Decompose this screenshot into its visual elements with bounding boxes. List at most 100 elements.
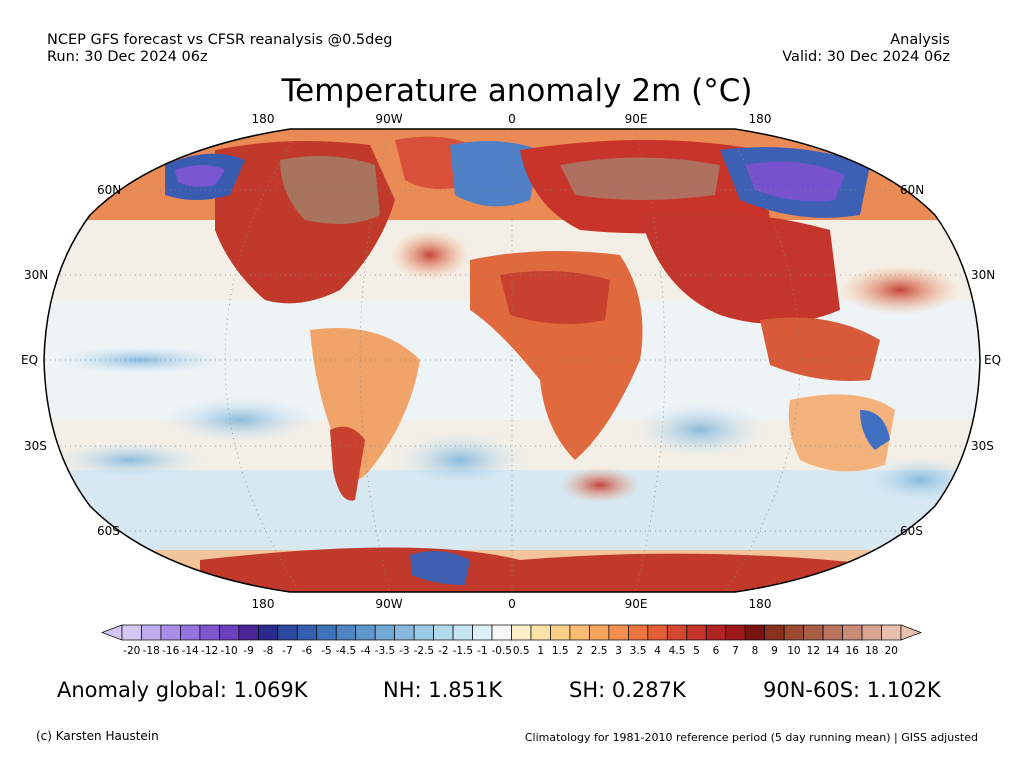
colorbar-swatch bbox=[511, 624, 532, 641]
colorbar-swatch bbox=[686, 624, 707, 641]
colorbar-max-arrow bbox=[900, 624, 922, 641]
valid-time: Valid: 30 Dec 2024 06z bbox=[782, 49, 950, 65]
colorbar-swatch bbox=[394, 624, 415, 641]
colorbar-tick-label: 2.5 bbox=[590, 645, 608, 657]
colorbar-swatch bbox=[121, 624, 142, 641]
lat-tick-right-30s: 30S bbox=[971, 439, 994, 453]
lon-tick-bottom-180w: 180 bbox=[251, 597, 275, 611]
colorbar-tick-label: -0.5 bbox=[491, 645, 513, 657]
colorbar-swatch bbox=[374, 624, 395, 641]
climatology-note: Climatology for 1981-2010 reference peri… bbox=[524, 731, 978, 744]
colorbar-swatch bbox=[550, 624, 571, 641]
credit: (c) Karsten Haustein bbox=[36, 729, 159, 743]
lat-tick-left-30n: 30N bbox=[24, 268, 49, 282]
lon-tick-bottom-180e: 180 bbox=[748, 597, 772, 611]
colorbar-swatch bbox=[257, 624, 279, 641]
colorbar-swatch bbox=[199, 624, 220, 641]
lat-tick-right-eq: EQ bbox=[984, 353, 1002, 367]
lat-tick-left-eq: EQ bbox=[21, 353, 39, 367]
model-description: NCEP GFS forecast vs CFSR reanalysis @0.… bbox=[47, 32, 393, 48]
colorbar-swatch bbox=[335, 624, 357, 641]
colorbar-tick-label: -10 bbox=[220, 645, 238, 657]
colorbar-tick-label: -8 bbox=[262, 645, 274, 657]
colorbar-tick-label: 3.5 bbox=[629, 645, 647, 657]
colorbar-tick-label: 10 bbox=[787, 645, 801, 657]
lon-tick-top-180w: 180 bbox=[251, 112, 275, 126]
colorbar-tick-label: 20 bbox=[884, 645, 898, 657]
colorbar-tick-label: 16 bbox=[845, 645, 859, 657]
lon-tick-top-90e: 90E bbox=[624, 112, 648, 126]
lat-tick-left-60s: 60S bbox=[97, 524, 120, 538]
run-time: Run: 30 Dec 2024 06z bbox=[47, 49, 208, 65]
colorbar-tick-label: -5 bbox=[321, 645, 332, 657]
colorbar-tick-label: 14 bbox=[826, 645, 840, 657]
colorbar-swatch bbox=[316, 624, 337, 641]
colorbar-swatch bbox=[530, 624, 551, 641]
colorbar-swatch bbox=[296, 624, 318, 641]
colorbar-swatch bbox=[861, 624, 882, 641]
colorbar-tick-label: -1 bbox=[477, 645, 488, 657]
colorbar-tick-label: 0.5 bbox=[512, 645, 530, 657]
colorbar-swatch bbox=[238, 624, 259, 641]
colorbar-swatch bbox=[608, 624, 629, 641]
analysis-label: Analysis bbox=[890, 32, 950, 48]
colorbar-swatch bbox=[783, 624, 804, 641]
anomaly-global: Anomaly global: 1.069K bbox=[57, 678, 308, 702]
colorbar-tick-label: 3 bbox=[615, 645, 622, 657]
colorbar-tick-label: -4 bbox=[360, 645, 371, 657]
anomaly-sh: SH: 0.287K bbox=[569, 678, 686, 702]
lon-tick-top-180e: 180 bbox=[748, 112, 772, 126]
lon-tick-top-90w: 90W bbox=[375, 112, 403, 126]
map-title: Temperature anomaly 2m (°C) bbox=[281, 73, 753, 109]
colorbar-tick-label: -16 bbox=[162, 645, 180, 657]
lat-tick-right-30n: 30N bbox=[971, 268, 996, 282]
colorbar-tick-label: -7 bbox=[282, 645, 293, 657]
colorbar-swatch bbox=[666, 624, 688, 641]
colorbar-swatch bbox=[569, 624, 590, 641]
colorbar-tick-label: 9 bbox=[771, 645, 778, 657]
colorbar-swatch bbox=[647, 624, 668, 641]
colorbar-swatch bbox=[160, 624, 181, 641]
lon-tick-bottom-90w: 90W bbox=[375, 597, 403, 611]
colorbar-tick-label: -3 bbox=[399, 645, 410, 657]
colorbar-tick-label: -1.5 bbox=[452, 645, 474, 657]
colorbar-swatch bbox=[180, 624, 201, 641]
colorbar-tick-label: 6 bbox=[712, 645, 720, 657]
colorbar-tick-label: 1.5 bbox=[551, 645, 569, 657]
colorbar-tick-label: 4 bbox=[654, 645, 661, 657]
colorbar-tick-label: -20 bbox=[123, 645, 141, 657]
lat-tick-left-30s: 30S bbox=[24, 439, 47, 453]
colorbar-tick-label: -2.5 bbox=[413, 645, 435, 657]
colorbar-tick-label: 7 bbox=[732, 645, 739, 657]
colorbar-swatch bbox=[472, 624, 493, 641]
anomaly-90n-60s: 90N-60S: 1.102K bbox=[763, 678, 941, 702]
lat-tick-left-60n: 60N bbox=[97, 183, 122, 197]
anomaly-nh: NH: 1.851K bbox=[383, 678, 503, 702]
colorbar-tick-label: -2 bbox=[438, 645, 449, 657]
lon-tick-bottom-90e: 90E bbox=[624, 597, 648, 611]
colorbar-swatch bbox=[822, 624, 843, 641]
colorbar-tick-label: -12 bbox=[201, 645, 219, 657]
colorbar-swatch bbox=[413, 624, 434, 641]
colorbar-swatch bbox=[491, 624, 512, 641]
colorbar-tick-label: -3.5 bbox=[374, 645, 396, 657]
colorbar-tick-label: -14 bbox=[181, 645, 199, 657]
colorbar-tick-label: -9 bbox=[243, 645, 254, 657]
colorbar-tick-label: 12 bbox=[806, 645, 821, 657]
graticule bbox=[44, 129, 980, 592]
map-field bbox=[44, 129, 980, 592]
colorbar-tick-label: -18 bbox=[142, 645, 160, 657]
colorbar-swatch bbox=[277, 624, 298, 641]
lat-tick-right-60n: 60N bbox=[900, 183, 925, 197]
colorbar-swatch bbox=[433, 624, 454, 641]
colorbar-tick-label: -6 bbox=[301, 645, 313, 657]
map-outline bbox=[43, 128, 981, 593]
colorbar-min-arrow bbox=[101, 624, 123, 641]
colorbar-tick-label: 1 bbox=[537, 645, 545, 657]
colorbar-swatch bbox=[355, 624, 376, 641]
colorbar-swatch bbox=[881, 624, 902, 641]
lat-tick-right-60s: 60S bbox=[900, 524, 923, 538]
colorbar-tick-label: -4.5 bbox=[335, 645, 357, 657]
colorbar-swatch bbox=[725, 624, 746, 641]
